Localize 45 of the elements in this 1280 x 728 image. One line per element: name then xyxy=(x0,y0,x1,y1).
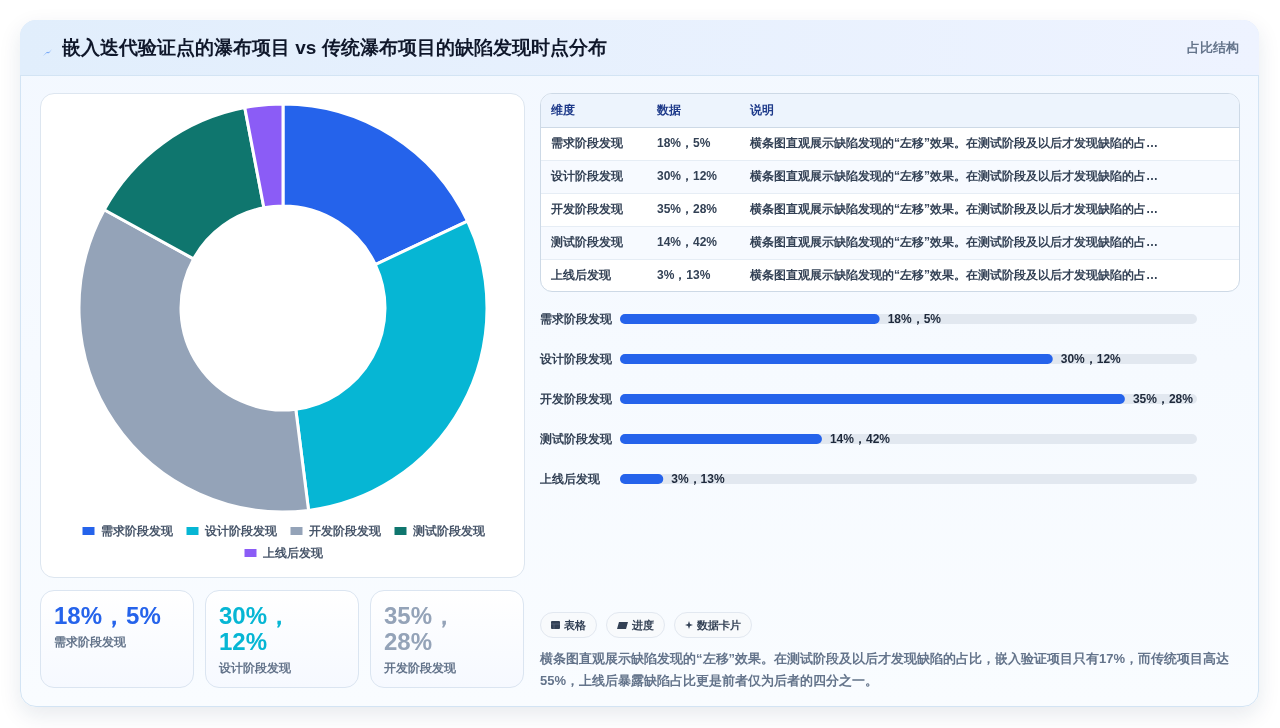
text: 横条图直观展示缺陷发现的“左移”效果。在测试阶段及以后才发现缺陷的占… xyxy=(750,136,1158,150)
text: 嵌入迭代验证点的瀑布项目 vs 传统瀑布项目的缺陷发现时点分布 xyxy=(62,36,607,60)
legend-label: 设计阶段发现 xyxy=(203,524,278,538)
y-tick-label: 设计阶段发现 xyxy=(539,352,613,366)
data-label: 30%，12% xyxy=(1060,352,1122,366)
legend-label: 开发阶段发现 xyxy=(307,524,382,538)
text: 18%，5% xyxy=(54,602,161,629)
text: 横条图直观展示缺陷发现的“左移”效果。在测试阶段及以后才发现缺陷的占… xyxy=(750,268,1158,283)
text: 30%，12% xyxy=(657,169,718,183)
legend-label: 需求阶段发现 xyxy=(100,524,174,538)
text: 测试阶段发现 xyxy=(551,235,623,249)
text: 14%，42% xyxy=(657,235,718,249)
category-label: 表格 xyxy=(564,617,586,633)
y-tick-label: 需求阶段发现 xyxy=(540,312,613,326)
bar xyxy=(620,474,664,484)
category-label: 进度 xyxy=(632,617,654,633)
category-label: 设计阶段发现 xyxy=(219,660,292,676)
text: 开发阶段发现 xyxy=(551,202,623,216)
data-label: 14%，42% xyxy=(829,432,891,446)
legend-label: 测试阶段发现 xyxy=(411,524,486,538)
category-label: 需求阶段发现 xyxy=(54,634,127,650)
legend-label: 上线后发现 xyxy=(261,546,324,560)
text: 35%，28% xyxy=(384,602,457,655)
category-label: 数据 xyxy=(647,94,740,127)
category-label: 维度 xyxy=(541,94,647,127)
text: 3%，13% xyxy=(657,268,711,283)
text: 35%，28% xyxy=(657,202,718,216)
text: 横条图直观展示缺陷发现的“左移”效果。在测试阶段及以后才发现缺陷的占比，嵌入验证项目只有17%，而传统项目高达55%，上线后暴露缺陷占比更是前者仅为后者的四分之一。 xyxy=(540,650,1231,690)
text: 30%，12% xyxy=(219,602,292,655)
y-tick-label: 开发阶段发现 xyxy=(539,392,613,406)
text: 横条图直观展示缺陷发现的“左移”效果。在测试阶段及以后才发现缺陷的占… xyxy=(750,169,1158,183)
text: 横条图直观展示缺陷发现的“左移”效果。在测试阶段及以后才发现缺陷的占… xyxy=(750,235,1158,249)
text: 需求阶段发现 xyxy=(551,136,623,150)
text: 占比结构 xyxy=(1187,39,1239,57)
text: 设计阶段发现 xyxy=(551,169,623,183)
category-label: 数据卡片 xyxy=(697,617,741,633)
data-label: 35%，28% xyxy=(1132,392,1194,406)
y-tick-label: 上线后发现 xyxy=(539,472,601,486)
text: 18%，5% xyxy=(657,136,711,150)
data-label: 3%，13% xyxy=(671,472,725,486)
category-label: 开发阶段发现 xyxy=(384,660,457,676)
category-label: 说明 xyxy=(740,94,1239,127)
y-tick-label: 测试阶段发现 xyxy=(539,432,613,446)
data-label: 18%，5% xyxy=(887,312,942,326)
text: 横条图直观展示缺陷发现的“左移”效果。在测试阶段及以后才发现缺陷的占… xyxy=(750,202,1158,216)
